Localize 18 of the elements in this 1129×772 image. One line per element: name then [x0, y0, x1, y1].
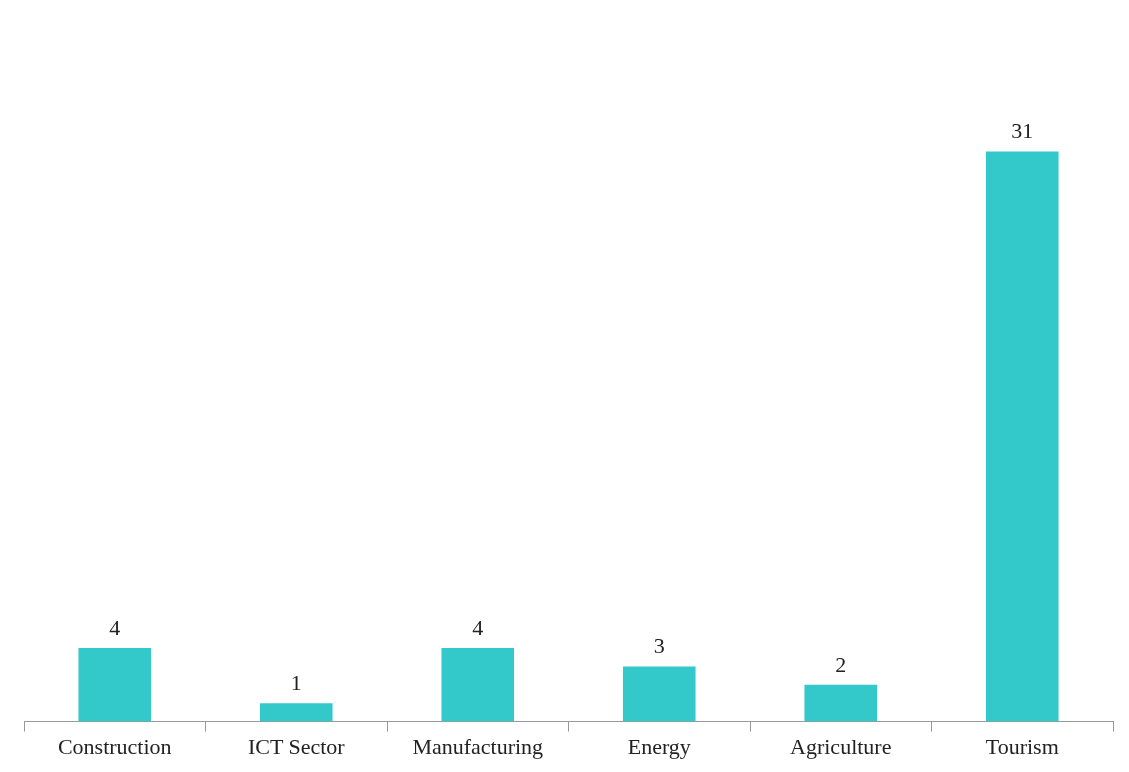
x-tick-label: Construction	[57, 733, 172, 759]
x-tick-label: ICT Sector	[247, 733, 346, 759]
x-tick-label: Tourism	[985, 733, 1059, 759]
data-label: 4	[109, 614, 121, 640]
data-label: 1	[290, 669, 302, 695]
x-tick-label: Manufacturing	[412, 733, 544, 759]
bar	[78, 648, 152, 722]
x-tick-label: Energy	[627, 733, 691, 759]
bar	[622, 666, 696, 722]
bar	[441, 648, 515, 722]
data-label: 31	[1011, 118, 1034, 144]
data-label: 3	[653, 633, 665, 659]
bar	[804, 684, 878, 722]
x-tick-label: Agriculture	[790, 733, 892, 759]
bar	[985, 151, 1059, 722]
data-label: 4	[472, 614, 484, 640]
bar	[259, 703, 333, 722]
data-label: 2	[835, 651, 847, 677]
